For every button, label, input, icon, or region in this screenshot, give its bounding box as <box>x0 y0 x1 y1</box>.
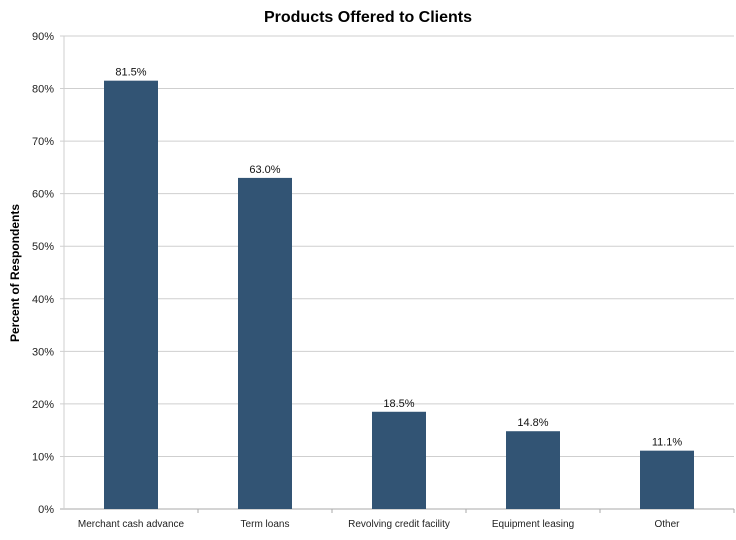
y-tick-label: 90% <box>32 31 54 43</box>
y-tick-label: 70% <box>32 136 54 148</box>
data-label: 18.5% <box>383 398 414 410</box>
data-label: 81.5% <box>115 67 146 79</box>
y-tick-label: 0% <box>38 504 54 516</box>
x-tick-label: Term loans <box>241 519 290 530</box>
y-tick-label: 10% <box>32 451 54 463</box>
x-tick-label: Other <box>654 519 680 530</box>
y-tick-label: 20% <box>32 399 54 411</box>
y-tick-label: 50% <box>32 241 54 253</box>
x-tick-label: Merchant cash advance <box>78 519 185 530</box>
y-tick-label: 40% <box>32 294 54 306</box>
bar <box>372 411 426 509</box>
bar <box>506 431 560 509</box>
x-tick-label: Equipment leasing <box>492 519 574 530</box>
data-label: 14.8% <box>517 417 548 429</box>
y-tick-label: 60% <box>32 189 54 201</box>
x-tick-label: Revolving credit facility <box>348 519 450 530</box>
y-tick-label: 80% <box>32 84 54 96</box>
bar <box>640 450 694 509</box>
chart-title: Products Offered to Clients <box>264 9 472 26</box>
y-tick-label: 30% <box>32 346 54 358</box>
y-axis-label: Percent of Respondents <box>8 204 22 342</box>
data-label: 63.0% <box>249 164 280 176</box>
bar <box>238 177 292 509</box>
data-label: 11.1% <box>652 437 683 449</box>
bar <box>104 80 158 509</box>
